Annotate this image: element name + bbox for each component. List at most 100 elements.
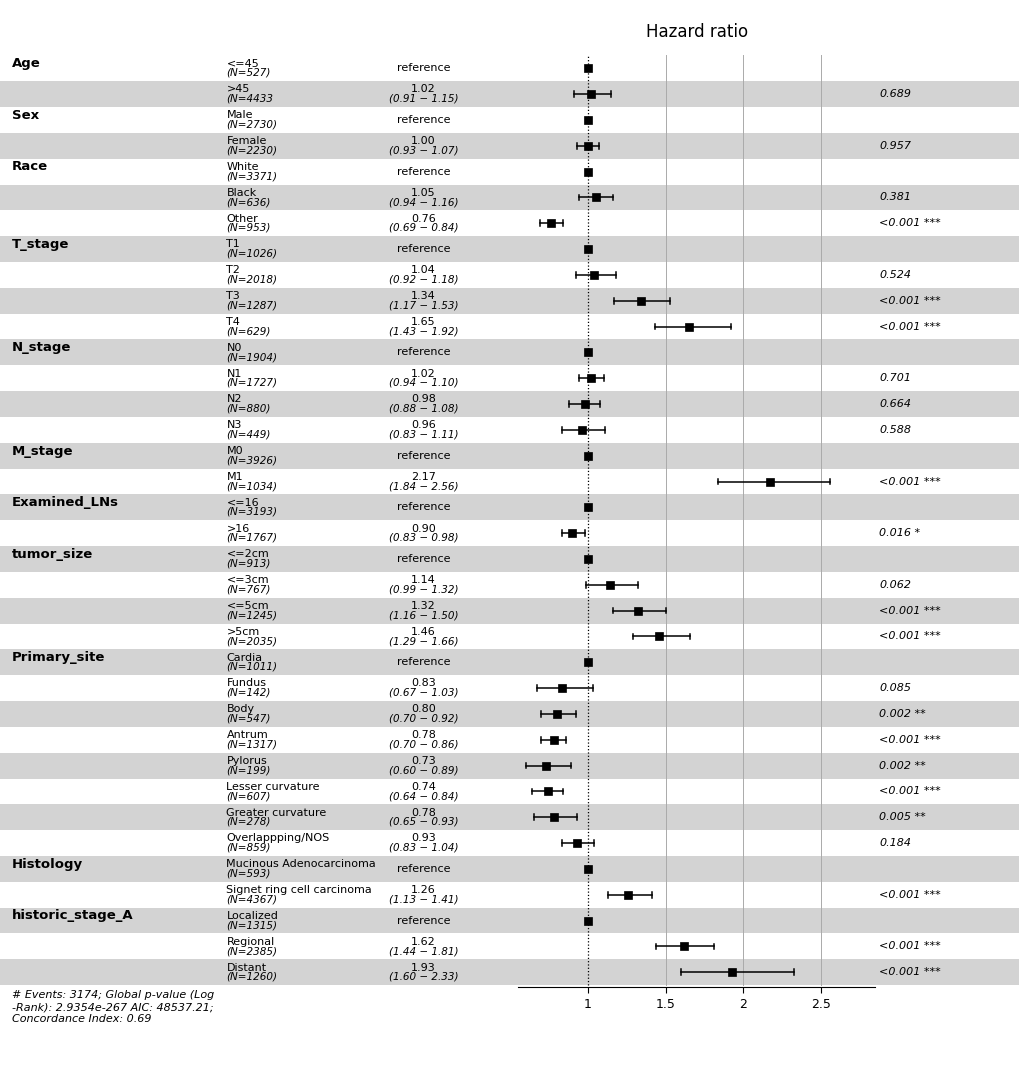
Text: <0.001 ***: <0.001 *** [878,632,941,641]
Text: (N=1315): (N=1315) [226,920,277,930]
Text: 1.93: 1.93 [411,963,435,972]
Text: 0.73: 0.73 [411,756,435,766]
Text: historic_stage_A: historic_stage_A [12,910,133,922]
Text: (1.17 − 1.53): (1.17 − 1.53) [388,300,458,310]
Text: (N=1245): (N=1245) [226,610,277,620]
Text: 1.62: 1.62 [411,937,435,947]
Text: Examined_LNs: Examined_LNs [12,496,119,509]
Text: Regional: Regional [226,937,274,947]
Text: (0.92 − 1.18): (0.92 − 1.18) [388,275,458,284]
Text: T_stage: T_stage [12,237,69,251]
Text: (N=449): (N=449) [226,429,271,440]
Text: (N=4367): (N=4367) [226,895,277,904]
Text: 1.02: 1.02 [411,84,435,95]
Text: Distant: Distant [226,963,266,972]
Text: 0.588: 0.588 [878,425,910,435]
Text: reference: reference [396,63,449,73]
Text: reference: reference [396,503,449,512]
Text: 0.90: 0.90 [411,524,435,534]
Text: (0.83 − 1.11): (0.83 − 1.11) [388,429,458,440]
Text: (0.69 − 0.84): (0.69 − 0.84) [388,223,458,233]
Text: T4: T4 [226,317,240,327]
Text: 0.96: 0.96 [411,421,435,430]
Text: (0.65 − 0.93): (0.65 − 0.93) [388,817,458,826]
Text: Sex: Sex [12,109,40,121]
Text: (0.83 − 0.98): (0.83 − 0.98) [388,532,458,543]
Text: <0.001 ***: <0.001 *** [878,786,941,797]
Text: (N=1767): (N=1767) [226,532,277,543]
Text: N1: N1 [226,368,242,378]
Text: Antrum: Antrum [226,731,268,740]
Text: reference: reference [396,554,449,564]
Text: <=45: <=45 [226,59,259,68]
Text: 1.34: 1.34 [411,291,435,301]
Text: reference: reference [396,864,449,874]
Text: reference: reference [396,166,449,177]
Text: 0.524: 0.524 [878,269,910,280]
FancyBboxPatch shape [0,288,1019,313]
Text: T3: T3 [226,291,239,301]
FancyBboxPatch shape [0,753,1019,779]
Text: (N=636): (N=636) [226,197,271,207]
Text: (N=767): (N=767) [226,585,271,594]
Text: (0.83 − 1.04): (0.83 − 1.04) [388,842,458,853]
Text: 0.701: 0.701 [878,373,910,383]
Text: <0.001 ***: <0.001 *** [878,218,941,228]
Text: (N=2035): (N=2035) [226,636,277,646]
Text: 0.016 *: 0.016 * [878,528,919,538]
Text: (N=527): (N=527) [226,68,271,78]
Text: 0.005 **: 0.005 ** [878,813,925,822]
Text: (1.43 − 1.92): (1.43 − 1.92) [388,326,458,337]
Text: Cardia: Cardia [226,653,262,662]
Text: (N=2385): (N=2385) [226,946,277,956]
Text: T1: T1 [226,240,239,249]
Text: Pylorus: Pylorus [226,756,267,766]
Text: 1.02: 1.02 [411,368,435,378]
Text: 0.78: 0.78 [411,731,435,740]
Text: 0.80: 0.80 [411,704,435,715]
Text: reference: reference [396,450,449,461]
Text: Other: Other [226,214,258,224]
Text: 1.46: 1.46 [411,627,435,637]
Text: N_stage: N_stage [12,341,71,355]
Text: Age: Age [12,58,41,70]
Text: (N=199): (N=199) [226,766,271,775]
Text: M0: M0 [226,446,243,456]
Text: 1.14: 1.14 [411,575,435,585]
Text: (0.88 − 1.08): (0.88 − 1.08) [388,404,458,413]
Text: Primary_site: Primary_site [12,651,106,665]
Text: N0: N0 [226,343,242,353]
Text: Hazard ratio: Hazard ratio [645,23,747,42]
Text: 0.74: 0.74 [411,782,435,791]
Text: (N=1317): (N=1317) [226,739,277,750]
Text: <=5cm: <=5cm [226,601,269,611]
Text: M_stage: M_stage [12,444,73,458]
Text: <0.001 ***: <0.001 *** [878,322,941,331]
Text: (N=953): (N=953) [226,223,271,233]
Text: <0.001 ***: <0.001 *** [878,735,941,744]
FancyBboxPatch shape [0,236,1019,262]
Text: (N=278): (N=278) [226,817,271,826]
Text: (N=880): (N=880) [226,404,271,413]
Text: (N=593): (N=593) [226,869,271,879]
Text: (N=1034): (N=1034) [226,481,277,491]
Text: Black: Black [226,187,257,198]
Text: (0.94 − 1.16): (0.94 − 1.16) [388,197,458,207]
Text: (1.44 − 1.81): (1.44 − 1.81) [388,946,458,956]
Text: <=16: <=16 [226,497,259,508]
FancyBboxPatch shape [0,494,1019,521]
Text: 1.04: 1.04 [411,265,435,275]
Text: 0.002 **: 0.002 ** [878,760,925,771]
Text: 0.98: 0.98 [411,394,435,405]
FancyBboxPatch shape [0,546,1019,572]
Text: (N=1287): (N=1287) [226,300,277,310]
Text: (0.60 − 0.89): (0.60 − 0.89) [388,766,458,775]
Text: (N=3926): (N=3926) [226,456,277,465]
Text: <0.001 ***: <0.001 *** [878,941,941,951]
Text: (0.64 − 0.84): (0.64 − 0.84) [388,791,458,801]
FancyBboxPatch shape [0,907,1019,933]
Text: (N=1904): (N=1904) [226,353,277,362]
Text: (0.70 − 0.92): (0.70 − 0.92) [388,714,458,723]
FancyBboxPatch shape [0,960,1019,985]
Text: 0.689: 0.689 [878,89,910,99]
